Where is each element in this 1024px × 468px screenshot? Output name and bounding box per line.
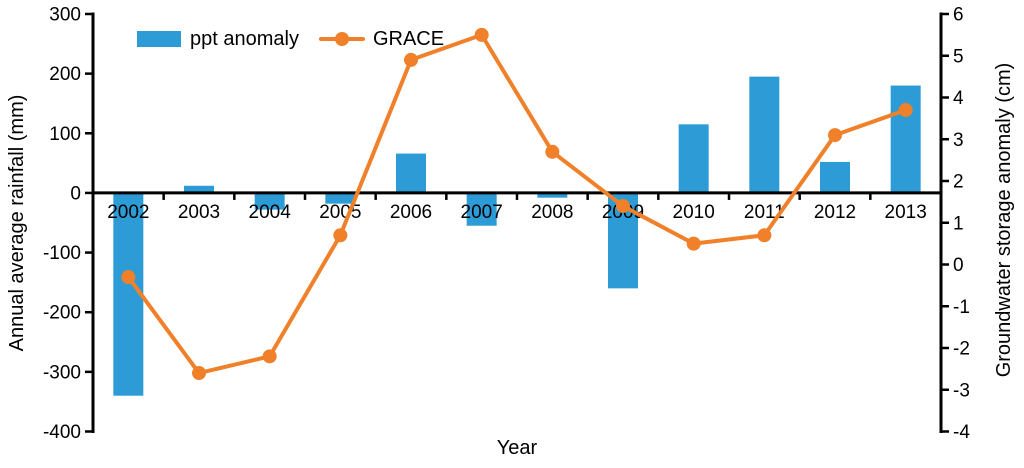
grace-point-2006 (404, 52, 418, 67)
legend-label-ppt-anomaly: ppt anomaly (190, 28, 299, 50)
grace-point-2012 (828, 128, 842, 143)
x-axis-tick-label: 2007 (461, 202, 503, 223)
right-axis-tick-label: -3 (953, 380, 970, 401)
grace-point-2007 (474, 27, 489, 42)
left-axis-tick-label: 200 (49, 64, 81, 85)
grace-line (126, 32, 908, 376)
left-axis-tick-label: -400 (43, 422, 81, 443)
x-axis-tick-label: 2012 (814, 202, 856, 223)
left-axis-tick-label: -100 (43, 243, 81, 264)
bar-2004 (254, 192, 285, 210)
x-axis-tick-label: 2003 (178, 202, 220, 223)
grace-point-2011 (757, 228, 772, 243)
right-axis-tick-label: 6 (953, 5, 964, 26)
right-axis-tick-label: 1 (953, 213, 964, 234)
legend: ppt anomaly GRACE (137, 29, 444, 49)
left-axis-tick-label: -200 (43, 303, 81, 324)
x-axis-tick-label: 2013 (885, 202, 927, 223)
left-axis-tick-label: 0 (70, 183, 81, 204)
bar-2006 (396, 153, 426, 193)
right-axis-tick-label: -2 (953, 339, 970, 360)
right-axis-title: Groundwater storage anomaly (cm) (993, 62, 1015, 378)
bar-2002 (113, 192, 144, 396)
grace-point-2004 (262, 349, 277, 364)
x-axis-tick-label: 2005 (319, 202, 361, 223)
bar-2005 (325, 192, 356, 204)
right-axis-tick-label: 2 (953, 172, 964, 193)
bar-2003 (184, 185, 214, 193)
left-axis-title: Annual average rainfall (mm) (6, 94, 28, 352)
grace-point-2009 (616, 199, 630, 214)
x-axis-tick-label: 2010 (673, 202, 715, 223)
line-swatch-marker-icon (334, 32, 349, 46)
bar-2010 (678, 124, 709, 193)
left-axis-tick-label: 300 (49, 5, 81, 26)
x-axis-tick-label: 2008 (531, 202, 573, 223)
bar-2007 (466, 192, 497, 226)
legend-item-ppt-anomaly: ppt anomaly (137, 29, 299, 49)
bar-2012 (820, 161, 850, 193)
grace-point-2003 (192, 366, 206, 381)
x-axis-tick-label: 2002 (107, 202, 149, 223)
bar-2008 (537, 192, 568, 198)
right-axis-tick-label: 4 (953, 88, 964, 109)
x-axis-title: Year (496, 437, 538, 459)
bar-2011 (749, 76, 780, 193)
left-axis-tick-label: -300 (43, 362, 81, 383)
grace-point-2005 (333, 228, 348, 243)
grace-point-2010 (686, 236, 701, 251)
x-axis-tick-label: 2006 (390, 202, 432, 223)
bar-series-swatch (137, 31, 181, 47)
grace-point-2008 (545, 144, 560, 159)
right-axis-tick-label: -4 (953, 422, 970, 443)
right-axis-tick-label: 3 (953, 130, 964, 151)
left-axis-tick-label: 100 (49, 124, 81, 145)
legend-label-grace: GRACE (372, 28, 445, 50)
grace-point-2002 (121, 270, 136, 285)
right-axis-tick-label: 0 (953, 255, 964, 276)
line-series-swatch (318, 31, 365, 47)
grace-point-2013 (898, 103, 913, 118)
right-axis-tick-label: -1 (953, 297, 970, 318)
x-axis-tick-label: 2004 (249, 202, 292, 223)
right-axis-tick-label: 5 (953, 46, 964, 67)
bar-2013 (890, 85, 921, 193)
legend-item-grace: GRACE (299, 29, 444, 49)
